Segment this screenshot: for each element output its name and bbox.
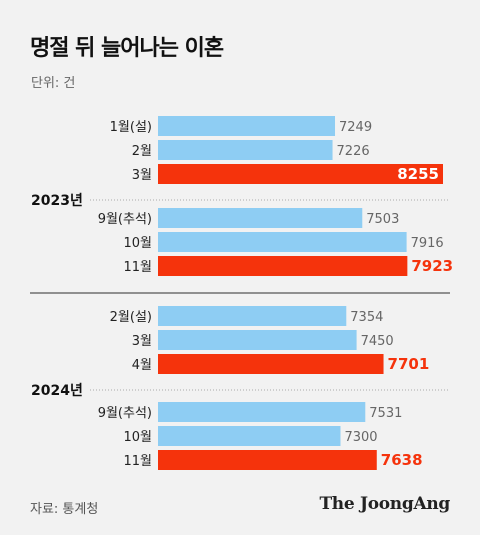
bar [158,306,347,326]
category-label: 1월(설) [110,120,152,135]
bar [158,140,333,160]
bar [158,330,357,350]
value-label: 7923 [411,257,453,275]
category-label: 2월 [132,144,152,159]
value-label: 7638 [381,451,423,469]
bar [158,354,384,374]
category-label: 11월 [123,454,152,469]
bar [158,116,336,136]
year-label: 2023년 [31,193,83,209]
value-label: 7503 [366,212,399,227]
year-label: 2024년 [31,383,83,399]
brand-logo: The JoongAng [319,494,450,514]
value-label: 7226 [337,144,370,159]
category-label: 10월 [123,430,152,445]
value-label: 7300 [344,430,377,445]
value-label: 7916 [411,236,444,251]
source-label: 자료: 통계청 [30,502,99,517]
category-label: 3월 [132,334,152,349]
bar [158,450,377,470]
category-label: 10월 [123,236,152,251]
value-label: 7354 [350,310,383,325]
category-label: 9월(추석) [98,406,152,421]
value-label: 8255 [397,165,439,183]
category-label: 11월 [123,260,152,275]
bar [158,208,363,228]
bar [158,426,341,446]
bar [158,164,443,184]
unit-label: 단위: 건 [31,76,76,91]
bar [158,256,408,276]
value-label: 7450 [361,334,394,349]
category-label: 9월(추석) [98,212,152,227]
bar [158,232,407,252]
chart-title: 명절 뒤 늘어나는 이혼 [30,36,224,61]
value-label: 7531 [369,406,402,421]
category-label: 4월 [132,358,152,373]
bar [158,402,366,422]
value-label: 7701 [388,355,430,373]
category-label: 2월(설) [110,310,152,325]
category-label: 3월 [132,168,152,183]
value-label: 7249 [339,120,372,135]
